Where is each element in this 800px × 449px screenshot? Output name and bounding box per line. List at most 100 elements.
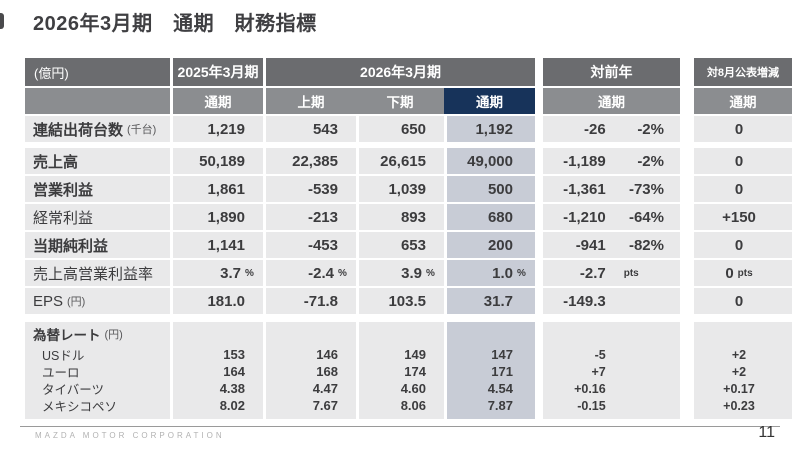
value-cell: -539 — [263, 176, 356, 202]
vs-aug-cell: 0 — [694, 176, 792, 202]
value-cell: 7.67 — [263, 397, 356, 419]
table-row: 経常利益 1,890 -213 893 680 -1,210 -64% +150 — [25, 204, 792, 230]
subheader-blank — [25, 88, 170, 114]
value-text: 543 — [312, 120, 338, 138]
value-cell: 1,861 — [170, 176, 263, 202]
value-cell: 650 — [356, 116, 444, 142]
value-text: 171 — [491, 364, 513, 379]
column-gap — [680, 148, 694, 174]
value-text: 8.02 — [219, 398, 245, 413]
value-text: 146 — [316, 347, 338, 362]
row-label-unit: (千台) — [127, 124, 157, 136]
aug-value: +150 — [722, 208, 756, 226]
table-row: 営業利益 1,861 -539 1,039 500 -1,361 -73% 0 — [25, 176, 792, 202]
value-cell: 26,615 — [356, 148, 444, 174]
value-text: 168 — [316, 364, 338, 379]
yoy-value: -1,361 — [563, 180, 606, 198]
column-gap — [535, 58, 543, 86]
value-cell: 543 — [263, 116, 356, 142]
col-group-vs-aug: 対8月公表増減 — [694, 58, 792, 86]
column-gap — [535, 260, 543, 286]
value-cell: 893 — [356, 204, 444, 230]
value-cell: 49,000 — [444, 148, 535, 174]
value-cell: 1,219 — [170, 116, 263, 142]
vs-aug-cell: 0 — [694, 148, 792, 174]
value-cell: -453 — [263, 232, 356, 258]
yoy-value: -1,210 — [563, 208, 606, 226]
value-cell: 1,890 — [170, 204, 263, 230]
table-row: 連結出荷台数 (千台) 1,219 543 650 1,192 -26 -2% 0 — [25, 116, 792, 142]
fx-row: タイバーツ 4.38 4.47 4.60 4.54 +0.16 +0.17 — [25, 380, 792, 397]
subheader-second-half: 下期 — [356, 88, 444, 114]
value-cell: 50,189 — [170, 148, 263, 174]
column-gap — [680, 232, 694, 258]
yoy-cell: -149.3 — [543, 288, 680, 314]
subheader-first-half: 上期 — [263, 88, 356, 114]
value-cell: 174 — [356, 363, 444, 380]
column-gap — [680, 204, 694, 230]
value-cell: -71.8 — [263, 288, 356, 314]
value-text: 50,189 — [199, 152, 245, 170]
aug-value: 0 — [734, 292, 744, 310]
aug-value: 0 — [734, 236, 744, 254]
vs-aug-cell: 0 — [694, 288, 792, 314]
aug-value: 0 — [734, 120, 744, 138]
value-text: -453 — [307, 236, 338, 254]
value-cell: 8.06 — [356, 397, 444, 419]
yoy-cell: +0.16 — [543, 380, 680, 397]
value-text: 4.60 — [400, 381, 426, 396]
yoy-cell: -26 -2% — [543, 116, 680, 142]
fx-header-row: 為替レート (円) — [25, 322, 792, 346]
column-gap — [535, 148, 543, 174]
footer-divider — [20, 426, 780, 427]
value-text: 49,000 — [467, 152, 513, 170]
column-gap — [535, 288, 543, 314]
fx-empty-cell — [170, 322, 263, 346]
column-gap — [680, 58, 694, 86]
fx-currency-label: ユーロ — [25, 363, 170, 380]
value-text: 8.06 — [400, 398, 426, 413]
value-text: 4.54 — [487, 381, 513, 396]
page-number: 11 — [758, 424, 775, 441]
row-label-cell: 当期純利益 — [25, 232, 170, 258]
vs-aug-cell: +2 — [694, 363, 792, 380]
value-text: 653 — [400, 236, 426, 254]
value-text: 181.0 — [207, 292, 245, 310]
value-text: 147 — [491, 347, 513, 362]
value-text: 4.38 — [219, 381, 245, 396]
aug-value: +0.23 — [723, 398, 755, 413]
aug-value: 0 — [734, 180, 744, 198]
yoy-percent: -2% — [637, 152, 664, 170]
yoy-value: +7 — [591, 364, 606, 379]
row-label: EPS — [33, 292, 64, 310]
column-gap — [680, 288, 694, 314]
value-cell: 1.0% — [444, 260, 535, 286]
table-row: EPS (円) 181.0 -71.8 103.5 31.7 -149.3 0 — [25, 288, 792, 314]
value-cell: 8.02 — [170, 397, 263, 419]
yoy-cell: -1,361 -73% — [543, 176, 680, 202]
row-label: 経常利益 — [33, 209, 94, 227]
value-cell: 31.7 — [444, 288, 535, 314]
value-cell: 1,192 — [444, 116, 535, 142]
aug-value: +2 — [731, 347, 747, 362]
value-text: 200 — [487, 236, 513, 254]
fx-row: メキシコペソ 8.02 7.67 8.06 7.87 -0.15 +0.23 — [25, 397, 792, 419]
value-cell: 147 — [444, 346, 535, 363]
yoy-value: +0.16 — [574, 381, 606, 396]
column-gap — [535, 346, 543, 363]
value-text: 174 — [404, 364, 426, 379]
column-gap — [680, 88, 694, 114]
value-text: 26,615 — [380, 152, 426, 170]
yoy-value: -26 — [584, 120, 606, 138]
row-label: 営業利益 — [33, 181, 94, 199]
value-cell: 4.54 — [444, 380, 535, 397]
fx-currency-label: タイバーツ — [25, 380, 170, 397]
value-text: 1,141 — [207, 236, 245, 254]
table-header-periods: 通期 上期 下期 通期 通期 通期 — [25, 88, 792, 114]
value-text: 164 — [223, 364, 245, 379]
row-label: 売上高営業利益率 — [33, 265, 154, 283]
value-text: -2.4 — [308, 264, 334, 282]
col-group-fy2025: 2025年3月期 — [170, 58, 263, 86]
yoy-value: -2.7 — [579, 264, 606, 282]
footer-company: MAZDA MOTOR CORPORATION — [35, 431, 225, 440]
